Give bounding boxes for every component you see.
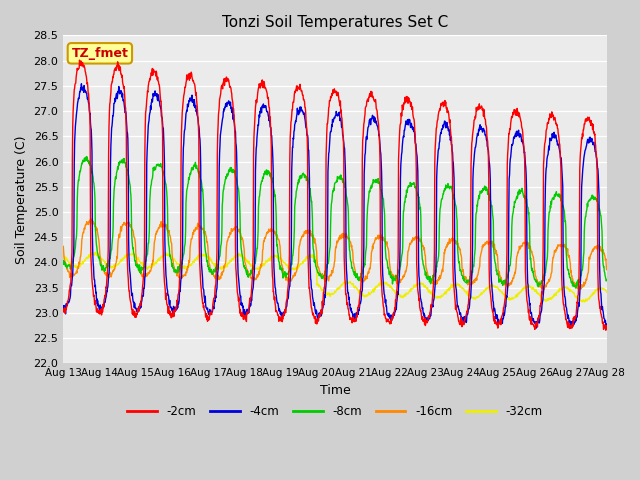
Text: TZ_fmet: TZ_fmet — [72, 47, 128, 60]
Legend: -2cm, -4cm, -8cm, -16cm, -32cm: -2cm, -4cm, -8cm, -16cm, -32cm — [123, 401, 547, 423]
Y-axis label: Soil Temperature (C): Soil Temperature (C) — [15, 135, 28, 264]
Title: Tonzi Soil Temperatures Set C: Tonzi Soil Temperatures Set C — [222, 15, 448, 30]
X-axis label: Time: Time — [319, 384, 350, 397]
